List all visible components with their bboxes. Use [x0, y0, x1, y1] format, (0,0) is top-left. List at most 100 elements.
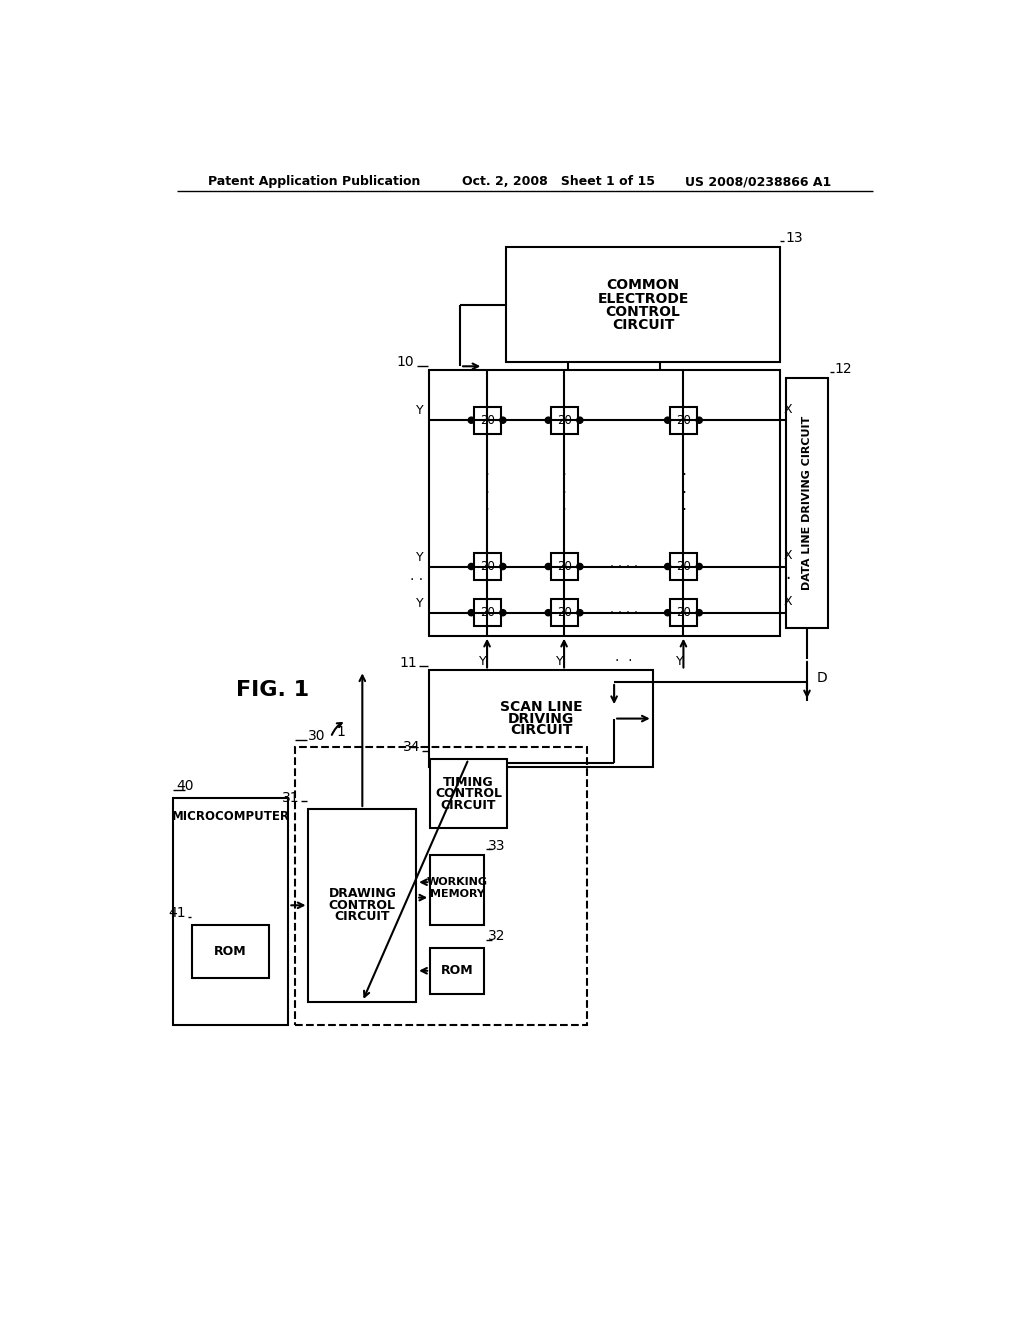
Circle shape: [665, 564, 671, 570]
Text: 31: 31: [282, 791, 299, 804]
Circle shape: [577, 417, 583, 424]
Circle shape: [665, 417, 671, 424]
Bar: [670, 599, 697, 626]
Text: Y: Y: [556, 655, 564, 668]
Text: 33: 33: [487, 840, 505, 853]
Bar: [551, 599, 578, 626]
Text: DATA LINE DRIVING CIRCUIT: DATA LINE DRIVING CIRCUIT: [802, 416, 812, 590]
Text: ·
·
·: · · ·: [681, 469, 686, 519]
Text: CIRCUIT: CIRCUIT: [510, 723, 572, 737]
Text: ELECTRODE: ELECTRODE: [597, 292, 689, 305]
Circle shape: [696, 417, 702, 424]
Text: FIG. 1: FIG. 1: [237, 680, 309, 700]
Text: WORKING: WORKING: [427, 878, 487, 887]
Text: Y: Y: [416, 550, 423, 564]
Text: ·  ·: · ·: [615, 655, 633, 668]
Bar: [430, 759, 507, 829]
Text: X: X: [783, 403, 793, 416]
Text: SCAN LINE: SCAN LINE: [500, 700, 583, 714]
Text: 12: 12: [835, 362, 852, 376]
Text: 10: 10: [396, 355, 414, 370]
Text: D: D: [816, 671, 827, 685]
Text: ROM: ROM: [440, 964, 473, 977]
Circle shape: [500, 610, 506, 615]
Text: ·: ·: [785, 570, 791, 587]
Bar: [551, 553, 578, 579]
Text: 20: 20: [676, 413, 691, 426]
Text: Patent Application Publication: Patent Application Publication: [208, 176, 420, 187]
Text: 20: 20: [557, 560, 571, 573]
Text: Oct. 2, 2008   Sheet 1 of 15: Oct. 2, 2008 Sheet 1 of 15: [462, 176, 654, 187]
Circle shape: [545, 610, 551, 615]
Circle shape: [665, 610, 671, 615]
Text: MEMORY: MEMORY: [430, 888, 484, 899]
Text: COMMON: COMMON: [606, 279, 680, 293]
Text: 1: 1: [337, 725, 346, 739]
Text: Y: Y: [676, 655, 683, 668]
Text: X: X: [783, 549, 793, 562]
Text: · ·: · ·: [410, 573, 423, 587]
Text: ·
·
·: · · ·: [561, 469, 566, 519]
Circle shape: [468, 417, 474, 424]
Text: 20: 20: [557, 413, 571, 426]
Bar: [473, 599, 501, 626]
Bar: [429, 671, 652, 767]
Bar: [429, 370, 779, 636]
Text: DRIVING: DRIVING: [508, 711, 574, 726]
Text: Y: Y: [416, 404, 423, 417]
Bar: [785, 378, 828, 628]
Text: X: X: [783, 595, 793, 609]
Text: 20: 20: [479, 413, 495, 426]
Bar: [473, 553, 501, 579]
Circle shape: [468, 564, 474, 570]
Text: 11: 11: [399, 656, 417, 669]
Text: 32: 32: [487, 929, 505, 942]
Text: 20: 20: [479, 606, 495, 619]
Circle shape: [577, 610, 583, 615]
Bar: [551, 407, 578, 434]
Text: ·
·
·: · · ·: [484, 469, 489, 519]
Text: CONTROL: CONTROL: [435, 787, 502, 800]
Text: CIRCUIT: CIRCUIT: [335, 911, 390, 924]
Text: 40: 40: [177, 779, 195, 793]
Circle shape: [468, 610, 474, 615]
Text: 13: 13: [785, 231, 804, 244]
Text: 20: 20: [479, 560, 495, 573]
Text: DRAWING: DRAWING: [329, 887, 396, 900]
Circle shape: [696, 564, 702, 570]
Bar: [430, 948, 484, 994]
Bar: [193, 924, 269, 978]
Text: TIMING: TIMING: [443, 776, 494, 788]
Text: CIRCUIT: CIRCUIT: [441, 799, 497, 812]
Circle shape: [545, 564, 551, 570]
Bar: [670, 407, 697, 434]
Bar: [295, 747, 587, 1024]
Circle shape: [545, 417, 551, 424]
Text: US 2008/0238866 A1: US 2008/0238866 A1: [685, 176, 831, 187]
Bar: [670, 553, 697, 579]
Text: · · · ·: · · · ·: [609, 606, 638, 619]
Text: CIRCUIT: CIRCUIT: [611, 318, 674, 331]
Bar: [173, 797, 289, 1024]
Text: 20: 20: [557, 606, 571, 619]
Text: 30: 30: [308, 729, 326, 743]
Text: 34: 34: [403, 741, 421, 755]
Text: 20: 20: [676, 606, 691, 619]
Circle shape: [577, 564, 583, 570]
Bar: [430, 855, 484, 924]
Circle shape: [696, 610, 702, 615]
Text: Y: Y: [416, 597, 423, 610]
Circle shape: [500, 564, 506, 570]
Text: Y: Y: [479, 655, 487, 668]
Text: 41: 41: [168, 906, 186, 920]
Bar: [473, 407, 501, 434]
Text: CONTROL: CONTROL: [329, 899, 396, 912]
Text: 20: 20: [676, 560, 691, 573]
Text: MICROCOMPUTER: MICROCOMPUTER: [172, 810, 290, 824]
Bar: [506, 247, 779, 363]
Text: CONTROL: CONTROL: [605, 305, 680, 318]
Text: · · · ·: · · · ·: [609, 560, 638, 573]
Text: · · · ·: · · · ·: [609, 413, 638, 426]
Circle shape: [500, 417, 506, 424]
Text: ROM: ROM: [214, 945, 247, 958]
